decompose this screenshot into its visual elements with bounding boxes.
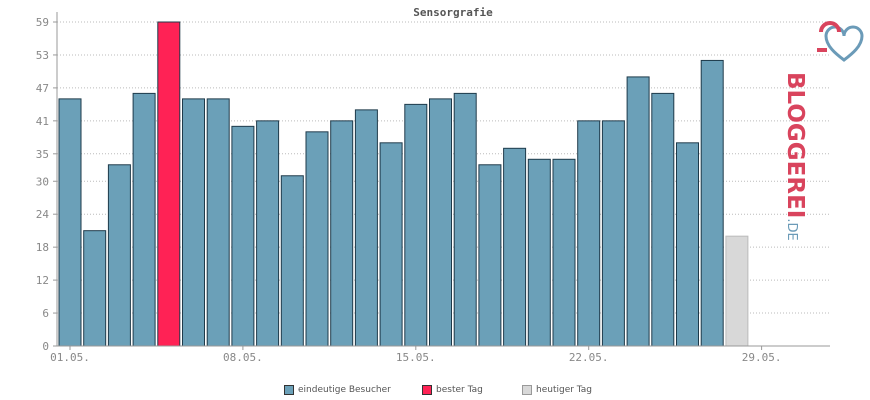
y-tick-label: 12	[36, 274, 49, 287]
bars	[58, 21, 749, 347]
bar	[354, 109, 378, 347]
legend: eindeutige Besucher bester Tag heutiger …	[0, 385, 870, 399]
bar	[601, 120, 625, 347]
bar	[503, 147, 527, 347]
bar-best-day	[157, 21, 181, 347]
bar	[404, 103, 428, 347]
y-tick-label: 53	[36, 49, 49, 62]
y-axis: 0 6 12 18 24 30 35 41 47 53 59	[36, 12, 58, 353]
legend-swatch-best-day	[422, 385, 432, 395]
bar	[651, 92, 675, 347]
bar	[132, 92, 156, 347]
legend-label-best-day: bester Tag	[436, 385, 483, 395]
y-tick-label: 6	[42, 307, 49, 320]
bar	[453, 92, 477, 347]
bar-today	[725, 235, 749, 347]
x-tick-label: 22.05.	[569, 351, 609, 364]
bar	[626, 76, 650, 347]
bar	[700, 59, 724, 347]
bar	[256, 120, 280, 347]
bar	[379, 142, 403, 347]
bar	[577, 120, 601, 347]
y-tick-label: 0	[42, 340, 49, 353]
logo	[815, 18, 865, 218]
legend-label-today: heutiger Tag	[536, 385, 593, 395]
x-axis: 01.05. 08.05. 15.05. 22.05. 29.05.	[50, 345, 830, 364]
legend-item-best-day: bester Tag	[422, 385, 483, 395]
x-tick-label: 08.05.	[223, 351, 263, 364]
bar	[676, 142, 699, 347]
bar	[206, 98, 230, 347]
y-tick-label: 59	[36, 16, 49, 29]
bar	[478, 164, 502, 347]
x-tick-label: 29.05.	[742, 351, 782, 364]
y-tick-label: 41	[36, 115, 49, 128]
legend-swatch-today	[522, 385, 532, 395]
logo-suffix: .DE	[784, 218, 799, 241]
y-tick-label: 24	[36, 208, 50, 221]
bar	[552, 158, 576, 347]
bar	[107, 164, 131, 347]
bar	[58, 98, 82, 347]
heart-logo-icon	[817, 21, 864, 62]
bar	[429, 98, 452, 347]
x-tick-label: 15.05.	[396, 351, 436, 364]
legend-label-visitors: eindeutige Besucher	[298, 385, 391, 395]
bar	[280, 175, 304, 347]
bar	[83, 230, 107, 347]
logo-text: BLOGGEREI	[782, 72, 808, 219]
bar	[330, 120, 354, 347]
legend-item-today: heutiger Tag	[522, 385, 592, 395]
y-tick-label: 18	[36, 241, 49, 254]
y-tick-label: 35	[36, 148, 49, 161]
bar	[305, 131, 329, 347]
y-tick-label: 47	[36, 82, 49, 95]
bar	[182, 98, 205, 347]
bar	[527, 158, 551, 347]
legend-item-visitors: eindeutige Besucher	[284, 385, 391, 395]
y-tick-label: 30	[36, 175, 49, 188]
chart-title: Sensorgrafie	[413, 6, 493, 19]
x-tick-label: 01.05.	[50, 351, 90, 364]
logo-wordmark: BLOGGEREI.DE	[782, 72, 860, 241]
bar	[231, 125, 255, 347]
legend-swatch-visitors	[284, 385, 294, 395]
